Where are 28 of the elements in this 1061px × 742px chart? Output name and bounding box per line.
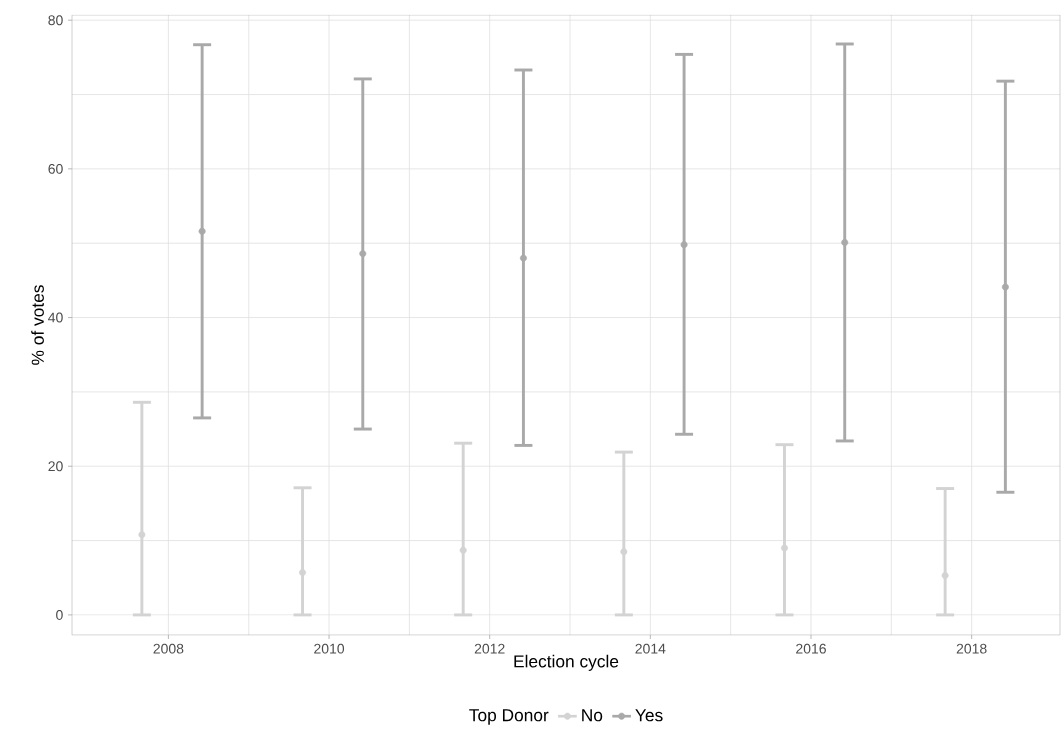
- point: [359, 250, 367, 258]
- point: [519, 254, 527, 262]
- point: [459, 546, 467, 554]
- y-tick-label: 40: [48, 312, 63, 323]
- y-axis-title: % of votes: [31, 285, 44, 365]
- x-tick-label: 2018: [956, 643, 987, 654]
- x-tick-label: 2016: [796, 643, 826, 654]
- point: [138, 531, 146, 539]
- y-tick-label: 80: [48, 15, 63, 26]
- x-tick-label: 2008: [153, 643, 184, 654]
- point: [620, 548, 628, 556]
- legend-title: Top Donor: [469, 709, 549, 725]
- point: [941, 572, 949, 579]
- point: [841, 239, 849, 246]
- y-tick-label: 60: [48, 163, 63, 174]
- x-tick-label: 2010: [314, 643, 345, 654]
- point: [1001, 283, 1009, 291]
- point: [680, 241, 688, 249]
- point: [299, 569, 307, 577]
- legend-label: Yes: [635, 709, 663, 722]
- x-axis-title: Election cycle: [514, 654, 619, 671]
- x-tick-label: 2012: [474, 643, 505, 654]
- point: [198, 227, 206, 235]
- x-tick-label: 2014: [635, 643, 666, 654]
- legend-label: No: [582, 709, 603, 722]
- y-tick-label: 0: [56, 609, 63, 620]
- point: [781, 544, 788, 552]
- y-tick-label: 20: [48, 461, 63, 472]
